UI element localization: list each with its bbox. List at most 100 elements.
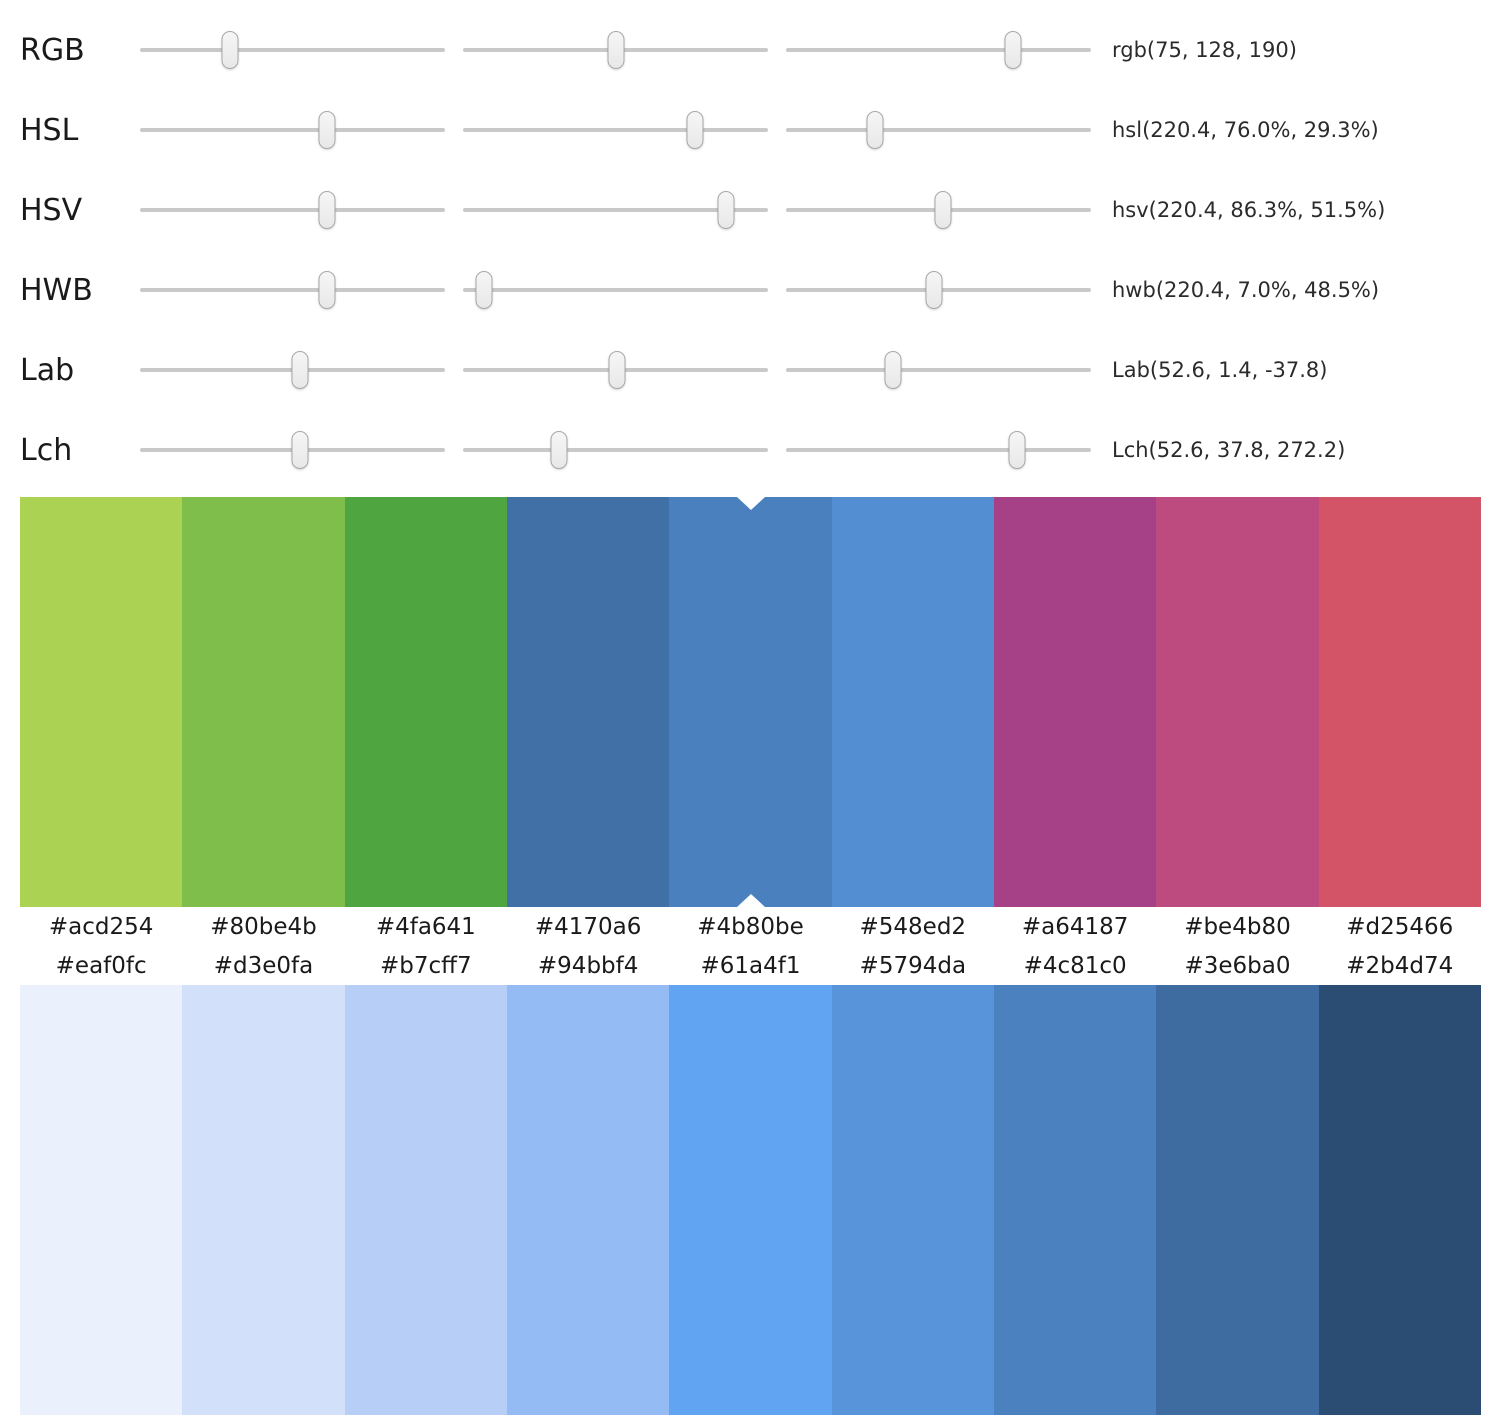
- shade-palette-strip: [20, 985, 1481, 1415]
- hsl-s-slider[interactable]: [463, 107, 768, 153]
- lab-b-slider[interactable]: [786, 347, 1091, 393]
- hue-swatch[interactable]: [993, 497, 1157, 907]
- hwb-value-text: hwb(220.4, 7.0%, 48.5%): [1112, 278, 1380, 302]
- colorspace-label-lab: Lab: [20, 352, 75, 388]
- colorspace-label-rgb: RGB: [20, 32, 85, 68]
- slider-thumb[interactable]: [608, 351, 626, 389]
- shade-swatch[interactable]: [993, 985, 1157, 1415]
- hex-label: #eaf0fc: [55, 953, 147, 979]
- hue-swatch[interactable]: [831, 497, 994, 907]
- hsv-s-slider[interactable]: [463, 187, 768, 233]
- hex-label: #5794da: [859, 953, 967, 979]
- slider-row-hsv: HSV hsv(220.4, 86.3%, 51.5%): [20, 170, 1501, 250]
- slider-thumb[interactable]: [318, 191, 336, 229]
- hex-label: #a64187: [1021, 914, 1129, 940]
- slider-thumb[interactable]: [1004, 31, 1022, 69]
- rgb-r-slider[interactable]: [140, 27, 445, 73]
- slider-track[interactable]: [463, 208, 768, 212]
- shade-swatch[interactable]: [831, 985, 994, 1415]
- rgb-b-slider[interactable]: [786, 27, 1091, 73]
- slider-thumb[interactable]: [318, 271, 336, 309]
- slider-track[interactable]: [786, 128, 1091, 132]
- shade-swatch[interactable]: [669, 985, 832, 1415]
- lch-value-text: Lch(52.6, 37.8, 272.2): [1112, 438, 1346, 462]
- hex-label: #3e6ba0: [1184, 953, 1291, 979]
- slider-track[interactable]: [140, 288, 445, 292]
- slider-track[interactable]: [140, 128, 445, 132]
- shade-swatch[interactable]: [506, 985, 670, 1415]
- slider-thumb[interactable]: [475, 271, 493, 309]
- hwb-w-slider[interactable]: [463, 267, 768, 313]
- slider-row-hwb: HWB hwb(220.4, 7.0%, 48.5%): [20, 250, 1501, 330]
- slider-track[interactable]: [140, 48, 445, 52]
- slider-thumb[interactable]: [607, 31, 625, 69]
- hsv-value-text: hsv(220.4, 86.3%, 51.5%): [1112, 198, 1386, 222]
- slider-thumb[interactable]: [291, 351, 309, 389]
- hsl-h-slider[interactable]: [140, 107, 445, 153]
- slider-thumb[interactable]: [884, 351, 902, 389]
- shade-swatch[interactable]: [344, 985, 507, 1415]
- hex-label: #4fa641: [375, 914, 476, 940]
- rgb-g-slider[interactable]: [463, 27, 768, 73]
- slider-thumb[interactable]: [221, 31, 239, 69]
- slider-track[interactable]: [463, 128, 768, 132]
- slider-row-lch: Lch Lch(52.6, 37.8, 272.2): [20, 410, 1501, 490]
- lab-value-text: Lab(52.6, 1.4, -37.8): [1112, 358, 1328, 382]
- hue-swatch[interactable]: [182, 497, 345, 907]
- hex-label: #80be4b: [210, 914, 317, 940]
- slider-thumb[interactable]: [934, 191, 952, 229]
- shade-swatch[interactable]: [182, 985, 345, 1415]
- hex-label: #548ed2: [859, 914, 967, 940]
- hue-swatch[interactable]: [1156, 497, 1319, 907]
- hex-label: #be4b80: [1184, 914, 1291, 940]
- hex-label: #4170a6: [534, 914, 642, 940]
- hue-swatch[interactable]: [506, 497, 670, 907]
- hex-label: #4b80be: [697, 914, 804, 940]
- slider-panel: RGB rgb(75, 128, 190) HSL: [0, 0, 1501, 490]
- hsl-value-text: hsl(220.4, 76.0%, 29.3%): [1112, 118, 1379, 142]
- slider-track[interactable]: [786, 48, 1091, 52]
- slider-thumb[interactable]: [717, 191, 735, 229]
- slider-track[interactable]: [463, 448, 768, 452]
- slider-thumb[interactable]: [686, 111, 704, 149]
- hwb-h-slider[interactable]: [140, 267, 445, 313]
- hue-swatch[interactable]: [1318, 497, 1481, 907]
- lch-h-slider[interactable]: [786, 427, 1091, 473]
- lch-l-slider[interactable]: [140, 427, 445, 473]
- lch-c-slider[interactable]: [463, 427, 768, 473]
- slider-track[interactable]: [140, 208, 445, 212]
- hex-label: #b7cff7: [380, 953, 472, 979]
- lab-l-slider[interactable]: [140, 347, 445, 393]
- hex-label: #4c81c0: [1023, 953, 1127, 979]
- colorspace-label-lch: Lch: [20, 432, 73, 468]
- slider-thumb[interactable]: [1008, 431, 1026, 469]
- shade-swatch[interactable]: [1318, 985, 1481, 1415]
- slider-track[interactable]: [463, 288, 768, 292]
- hue-swatch[interactable]: [344, 497, 507, 907]
- slider-thumb[interactable]: [318, 111, 336, 149]
- hsv-h-slider[interactable]: [140, 187, 445, 233]
- colorspace-label-hwb: HWB: [20, 272, 93, 308]
- hwb-b-slider[interactable]: [786, 267, 1091, 313]
- hsl-l-slider[interactable]: [786, 107, 1091, 153]
- hex-label: #d3e0fa: [213, 953, 314, 979]
- hsv-v-slider[interactable]: [786, 187, 1091, 233]
- hex-label: #61a4f1: [700, 953, 801, 979]
- slider-thumb[interactable]: [866, 111, 884, 149]
- slider-row-rgb: RGB rgb(75, 128, 190): [20, 10, 1501, 90]
- hue-swatch-selected[interactable]: [669, 497, 832, 907]
- slider-track[interactable]: [786, 368, 1091, 372]
- slider-row-hsl: HSL hsl(220.4, 76.0%, 29.3%): [20, 90, 1501, 170]
- hue-swatch[interactable]: [20, 497, 183, 907]
- shade-swatch[interactable]: [1156, 985, 1319, 1415]
- slider-thumb[interactable]: [925, 271, 943, 309]
- lab-a-slider[interactable]: [463, 347, 768, 393]
- slider-thumb[interactable]: [550, 431, 568, 469]
- hue-hex-labels-row: #acd254 #80be4b #4fa641 #4170a6 #4b80be …: [20, 907, 1481, 946]
- shade-hex-labels-row: #eaf0fc #d3e0fa #b7cff7 #94bbf4 #61a4f1 …: [20, 946, 1481, 985]
- slider-track[interactable]: [786, 448, 1091, 452]
- slider-row-lab: Lab Lab(52.6, 1.4, -37.8): [20, 330, 1501, 410]
- colorspace-label-hsl: HSL: [20, 112, 79, 148]
- shade-swatch[interactable]: [20, 985, 183, 1415]
- slider-thumb[interactable]: [291, 431, 309, 469]
